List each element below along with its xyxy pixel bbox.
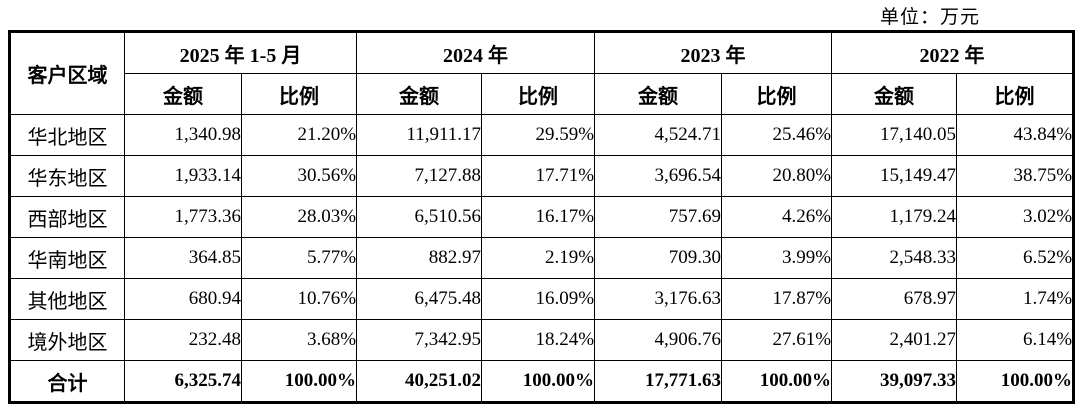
ratio-cell: 20.80%: [721, 155, 833, 197]
amount-cell: 1,773.36: [124, 196, 242, 238]
ratio-cell: 100.00%: [240, 360, 358, 403]
ratio-cell: 1.74%: [956, 278, 1075, 320]
amount-cell: 11,911.17: [356, 114, 483, 156]
ratio-cell: 21.20%: [240, 114, 358, 156]
amount-cell: 232.48: [124, 319, 242, 361]
ratio-cell: 18.24%: [481, 319, 596, 361]
amount-cell: 757.69: [594, 196, 723, 238]
region-cell: 华南地区: [9, 237, 125, 279]
amount-header: 金额: [124, 73, 242, 115]
ratio-header: 比例: [956, 73, 1075, 115]
amount-cell: 1,340.98: [124, 114, 242, 156]
ratio-header: 比例: [240, 73, 358, 115]
amount-cell: 6,325.74: [124, 360, 242, 403]
amount-cell: 1,179.24: [831, 196, 958, 238]
region-cell: 境外地区: [9, 319, 125, 361]
amount-cell: 882.97: [356, 237, 483, 279]
ratio-cell: 43.84%: [956, 114, 1075, 156]
total-row: 合计 6,325.74 100.00% 40,251.02 100.00% 17…: [9, 360, 1075, 403]
ratio-cell: 2.19%: [481, 237, 596, 279]
ratio-cell: 100.00%: [481, 360, 596, 403]
table-row: 其他地区 680.94 10.76% 6,475.48 16.09% 3,176…: [9, 278, 1075, 320]
amount-cell: 7,342.95: [356, 319, 483, 361]
year-group-header-2025: 2025 年 1-5 月: [123, 31, 358, 74]
year-group-header-2023: 2023 年: [594, 31, 833, 74]
amount-cell: 1,933.14: [124, 155, 242, 197]
ratio-cell: 3.02%: [956, 196, 1075, 238]
amount-cell: 709.30: [594, 237, 723, 279]
ratio-cell: 5.77%: [240, 237, 358, 279]
amount-cell: 4,524.71: [594, 114, 723, 156]
region-cell: 华东地区: [9, 155, 125, 197]
table-row: 境外地区 232.48 3.68% 7,342.95 18.24% 4,906.…: [9, 319, 1075, 361]
ratio-cell: 6.52%: [956, 237, 1075, 279]
region-cell: 其他地区: [9, 278, 125, 320]
region-cell: 西部地区: [9, 196, 125, 238]
ratio-cell: 3.68%: [240, 319, 358, 361]
ratio-cell: 100.00%: [721, 360, 833, 403]
ratio-cell: 16.17%: [481, 196, 596, 238]
ratio-cell: 25.46%: [721, 114, 833, 156]
ratio-cell: 16.09%: [481, 278, 596, 320]
amount-cell: 15,149.47: [831, 155, 958, 197]
amount-cell: 6,510.56: [356, 196, 483, 238]
amount-cell: 678.97: [831, 278, 958, 320]
ratio-cell: 28.03%: [240, 196, 358, 238]
table-row: 华南地区 364.85 5.77% 882.97 2.19% 709.30 3.…: [9, 237, 1075, 279]
table-row: 华东地区 1,933.14 30.56% 7,127.88 17.71% 3,6…: [9, 155, 1075, 197]
amount-header: 金额: [356, 73, 483, 115]
table-row: 西部地区 1,773.36 28.03% 6,510.56 16.17% 757…: [9, 196, 1075, 238]
ratio-cell: 10.76%: [240, 278, 358, 320]
amount-cell: 364.85: [124, 237, 242, 279]
total-label-cell: 合计: [9, 360, 125, 403]
amount-header: 金额: [594, 73, 723, 115]
corner-header-cell: 客户区域: [9, 31, 125, 115]
amount-cell: 3,176.63: [594, 278, 723, 320]
ratio-cell: 3.99%: [721, 237, 833, 279]
amount-cell: 40,251.02: [356, 360, 483, 403]
amount-cell: 680.94: [124, 278, 242, 320]
amount-cell: 7,127.88: [356, 155, 483, 197]
ratio-cell: 29.59%: [481, 114, 596, 156]
header-row-years: 客户区域 2025 年 1-5 月 2024 年 2023 年 2022 年: [9, 31, 1075, 115]
amount-cell: 17,140.05: [831, 114, 958, 156]
region-revenue-table: 客户区域 2025 年 1-5 月 2024 年 2023 年 2022 年 金…: [8, 30, 1076, 404]
ratio-header: 比例: [721, 73, 833, 115]
ratio-cell: 17.71%: [481, 155, 596, 197]
amount-cell: 2,548.33: [831, 237, 958, 279]
region-cell: 华北地区: [9, 114, 125, 156]
ratio-cell: 30.56%: [240, 155, 358, 197]
amount-cell: 6,475.48: [356, 278, 483, 320]
year-group-header-2024: 2024 年: [356, 31, 596, 74]
ratio-header: 比例: [481, 73, 596, 115]
amount-cell: 2,401.27: [831, 319, 958, 361]
ratio-cell: 6.14%: [956, 319, 1075, 361]
table-row: 华北地区 1,340.98 21.20% 11,911.17 29.59% 4,…: [9, 114, 1075, 156]
amount-header: 金额: [831, 73, 958, 115]
amount-cell: 3,696.54: [594, 155, 723, 197]
ratio-cell: 4.26%: [721, 196, 833, 238]
unit-label: 单位：万元: [879, 7, 980, 28]
ratio-cell: 100.00%: [956, 360, 1075, 403]
year-group-header-2022: 2022 年: [831, 31, 1075, 74]
amount-cell: 39,097.33: [831, 360, 958, 403]
amount-cell: 4,906.76: [594, 319, 723, 361]
ratio-cell: 17.87%: [721, 278, 833, 320]
ratio-cell: 27.61%: [721, 319, 833, 361]
header-row-subcolumns: 金额 比例 金额 比例 金额 比例 金额 比例: [10, 73, 1075, 115]
amount-cell: 17,771.63: [594, 360, 723, 403]
ratio-cell: 38.75%: [956, 155, 1075, 197]
